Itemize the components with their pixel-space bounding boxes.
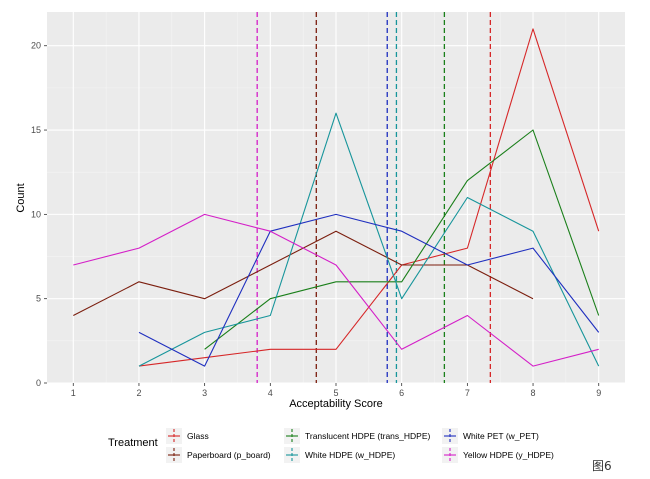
legend-key <box>284 447 300 463</box>
mean-lines <box>256 12 492 383</box>
legend-label: Yellow HDPE (y_HDPE) <box>463 450 554 460</box>
y-tick-label: 0 <box>36 378 41 388</box>
x-tick-label: 9 <box>596 388 601 398</box>
legend-key <box>442 447 458 463</box>
x-tick-label: 7 <box>465 388 470 398</box>
legend-key <box>284 428 300 444</box>
legend-key <box>166 428 182 444</box>
legend-key <box>442 428 458 444</box>
series-line <box>204 129 600 350</box>
y-tick-label: 15 <box>31 125 41 135</box>
series-line <box>138 112 600 367</box>
legend-label: Paperboard (p_board) <box>187 450 271 460</box>
x-axis: 1 2 3 4 5 6 7 8 9 <box>71 383 601 398</box>
legend-label: Glass <box>187 431 209 441</box>
x-tick-label: 8 <box>531 388 536 398</box>
series-line <box>138 213 600 367</box>
legend-label: White HDPE (w_HDPE) <box>305 450 395 460</box>
x-tick-label: 6 <box>399 388 404 398</box>
legend: Treatment Glass Paperboard (p_board) Trans… <box>108 428 554 463</box>
y-tick-label: 10 <box>31 209 41 219</box>
legend-label: Translucent HDPE (trans_HDPE) <box>305 431 431 441</box>
x-tick-label: 4 <box>268 388 273 398</box>
y-axis: 0 5 10 15 20 <box>31 41 47 388</box>
legend-label: White PET (w_PET) <box>463 431 539 441</box>
series-lines <box>73 28 600 367</box>
x-tick-label: 5 <box>333 388 338 398</box>
x-tick-label: 2 <box>136 388 141 398</box>
x-tick-label: 1 <box>71 388 76 398</box>
legend-title: Treatment <box>108 437 158 449</box>
y-axis-title: Count <box>15 183 27 212</box>
legend-key <box>166 447 182 463</box>
x-axis-title: Acceptability Score <box>289 398 383 410</box>
y-tick-label: 20 <box>31 41 41 51</box>
x-tick-label: 3 <box>202 388 207 398</box>
series-line <box>73 213 599 367</box>
y-tick-label: 5 <box>36 294 41 304</box>
corner-label: 图6 <box>592 459 612 473</box>
